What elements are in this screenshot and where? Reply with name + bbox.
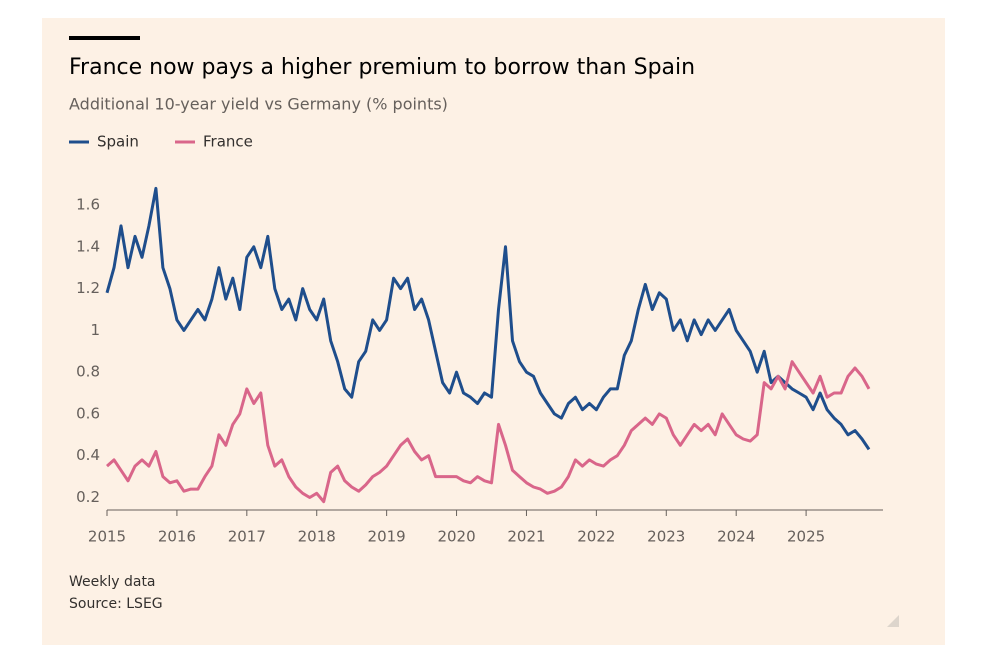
y-tick-label: 1.6 <box>76 196 100 214</box>
x-tick-label: 2015 <box>88 528 126 546</box>
legend-label: Spain <box>97 133 139 151</box>
y-tick-label: 0.8 <box>76 363 100 381</box>
source: Source: LSEG <box>69 596 163 612</box>
x-tick-label: 2021 <box>507 528 545 546</box>
card-background <box>42 18 945 645</box>
y-tick-label: 0.6 <box>76 404 100 422</box>
x-tick-label: 2019 <box>368 528 406 546</box>
title-bar <box>69 36 140 40</box>
chart-subtitle: Additional 10-year yield vs Germany (% p… <box>69 95 448 114</box>
resize-handle <box>887 615 899 627</box>
chart-title: France now pays a higher premium to borr… <box>69 55 695 80</box>
y-tick-label: 1.2 <box>76 279 100 297</box>
y-tick-label: 0.4 <box>76 446 100 464</box>
series-line <box>106 360 871 504</box>
x-tick-label: 2018 <box>298 528 336 546</box>
note: Weekly data <box>69 574 156 590</box>
legend-label: France <box>203 133 253 151</box>
x-tick-label: 2025 <box>787 528 825 546</box>
series-line <box>105 186 871 451</box>
y-tick-label: 1 <box>90 321 100 339</box>
x-tick-label: 2020 <box>437 528 475 546</box>
x-tick-label: 2016 <box>158 528 196 546</box>
x-tick-label: 2024 <box>717 528 755 546</box>
x-tick-label: 2023 <box>647 528 685 546</box>
x-tick-label: 2017 <box>228 528 266 546</box>
y-tick-label: 0.2 <box>76 488 100 506</box>
x-tick-label: 2022 <box>577 528 615 546</box>
y-tick-label: 1.4 <box>76 237 100 255</box>
